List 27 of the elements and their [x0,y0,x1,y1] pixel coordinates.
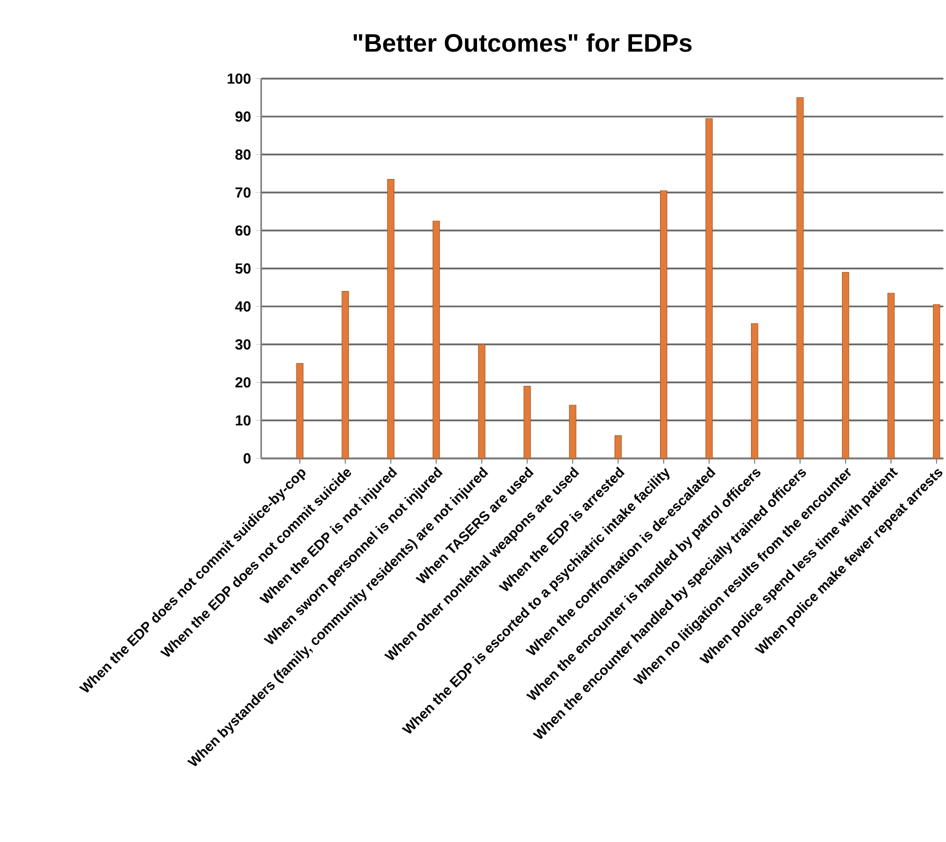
bar [524,386,531,459]
chart-title: "Better Outcomes" for EDPs [354,33,692,52]
y-tick-label: 80 [235,149,251,160]
y-tick-label: 20 [235,377,251,388]
y-tick-label: 50 [235,263,251,274]
y-tick-label: 100 [228,73,251,84]
bar [796,97,804,459]
y-tick-label: 60 [235,225,251,236]
bar [751,323,758,459]
bar [842,272,850,459]
y-tick-label: 30 [235,339,251,350]
bar [432,220,440,459]
bar [614,435,622,459]
y-tick-label: 40 [235,301,251,312]
y-tick-label: 70 [236,187,251,198]
bar [569,404,576,459]
bar [478,344,486,459]
bar [706,118,713,459]
bar [887,292,895,459]
bar [660,190,668,459]
bar [296,363,304,459]
y-tick-label: 0 [244,453,251,464]
y-tick-label: 10 [236,415,251,426]
y-tick-label: 90 [235,111,251,122]
bar [932,304,940,459]
bar [342,290,349,459]
bar [387,178,394,459]
